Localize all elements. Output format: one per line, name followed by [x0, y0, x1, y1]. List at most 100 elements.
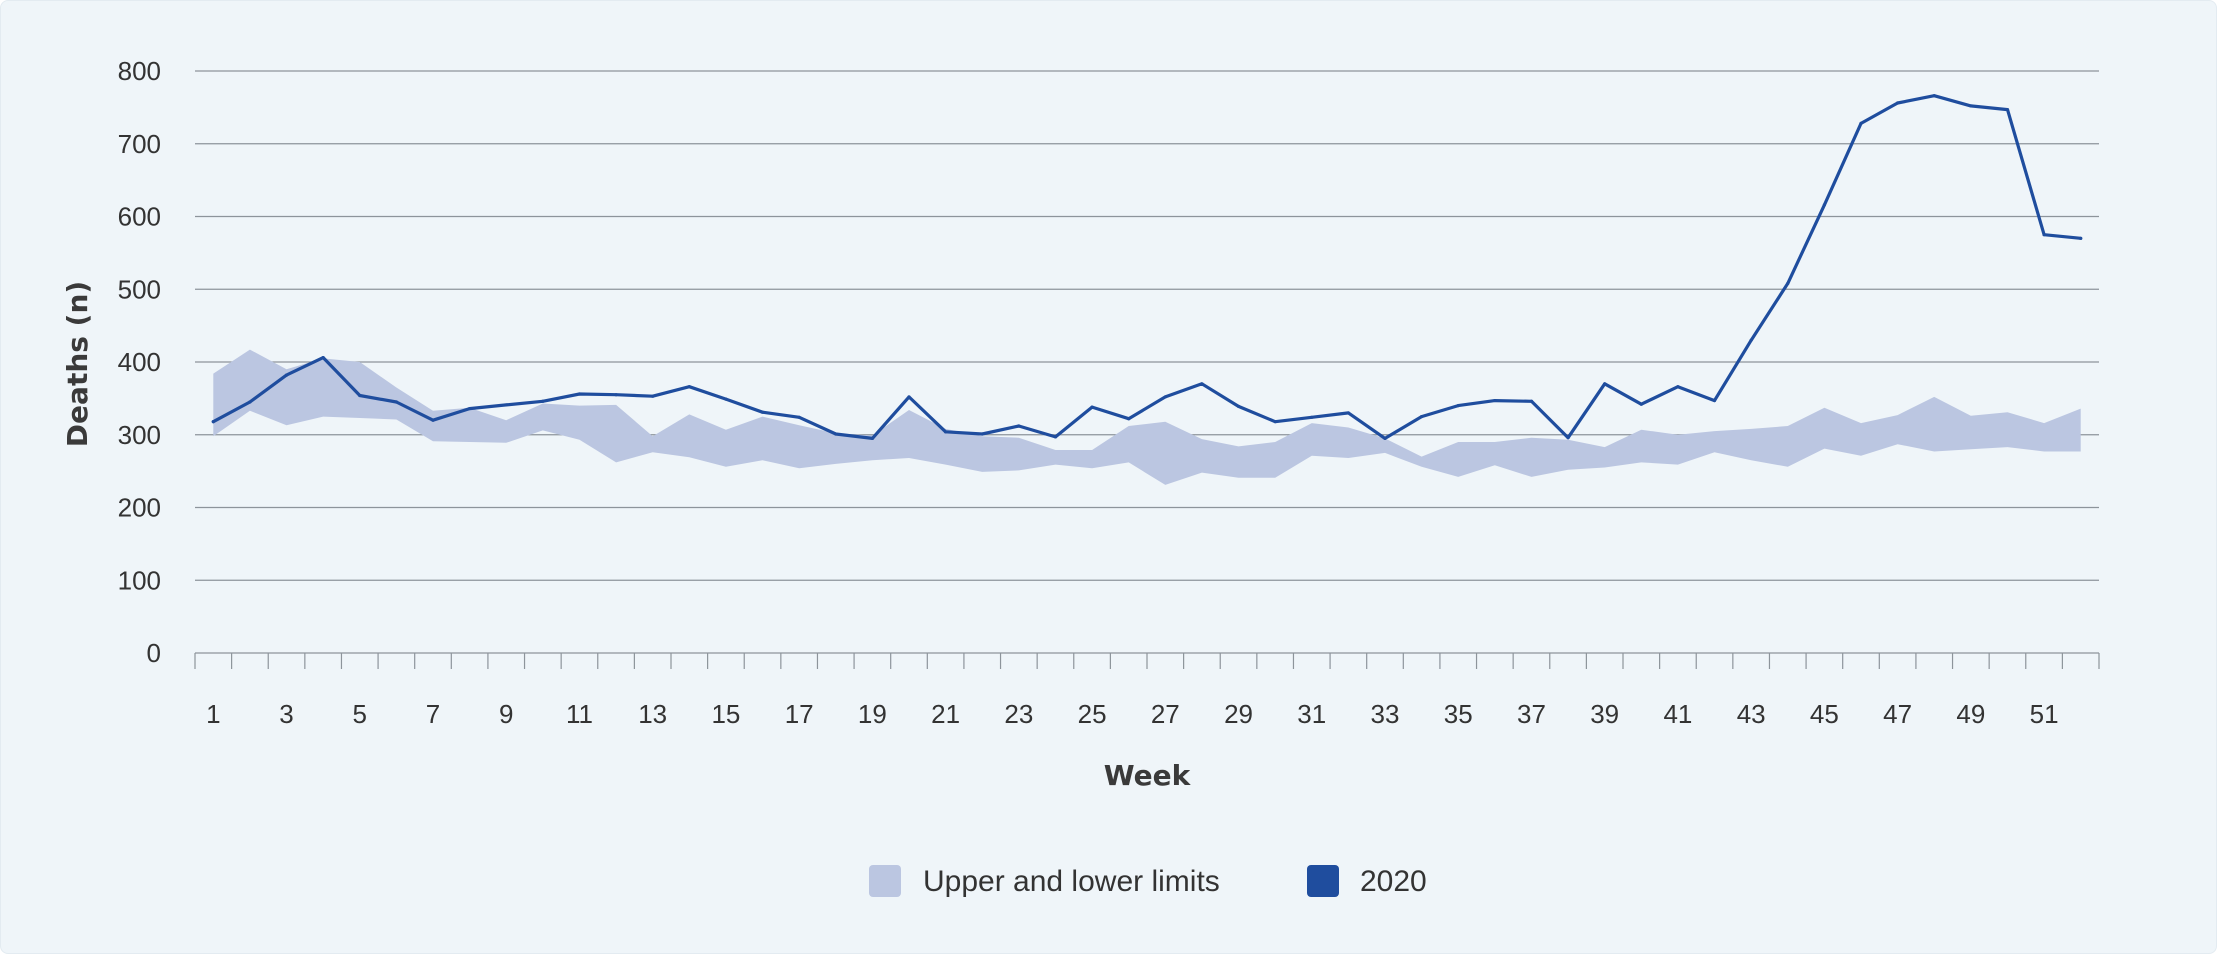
- point-2020-week-12: [614, 393, 618, 397]
- x-tick-label-9: 9: [499, 699, 513, 729]
- y-tick-label-500: 500: [118, 274, 161, 304]
- legend: Upper and lower limits 2020: [869, 865, 1427, 898]
- point-2020-week-45: [1822, 203, 1826, 207]
- x-tick-label-41: 41: [1663, 699, 1692, 729]
- point-2020-week-21: [944, 430, 948, 434]
- point-2020-week-10: [541, 399, 545, 403]
- legend-swatch-limits: [869, 865, 901, 897]
- x-tick-label-29: 29: [1224, 699, 1253, 729]
- point-2020-week-19: [870, 436, 874, 440]
- point-2020-week-51: [2042, 233, 2046, 237]
- point-2020-week-28: [1200, 382, 1204, 386]
- line-2020-layer: [211, 94, 2083, 440]
- x-tick-label-37: 37: [1517, 699, 1546, 729]
- legend-label-limits: Upper and lower limits: [923, 865, 1220, 898]
- point-2020-week-32: [1346, 411, 1350, 415]
- point-2020-week-4: [321, 356, 325, 360]
- point-2020-week-33: [1383, 436, 1387, 440]
- y-tick-label-100: 100: [118, 565, 161, 595]
- x-tick-label-33: 33: [1371, 699, 1400, 729]
- x-tick-label-3: 3: [279, 699, 293, 729]
- point-2020-week-3: [284, 373, 289, 377]
- point-2020-week-52: [2079, 236, 2083, 240]
- point-2020-week-49: [1969, 104, 1973, 108]
- y-axis-tick-labels: 0 100 200 300 400 500 600 700 800: [118, 56, 161, 668]
- point-2020-week-42: [1712, 398, 1717, 403]
- point-2020-week-35: [1456, 404, 1460, 408]
- point-2020-week-14: [687, 385, 691, 389]
- point-2020-week-24: [1053, 435, 1058, 439]
- y-tick-label-400: 400: [118, 347, 161, 377]
- point-2020-week-6: [394, 400, 398, 404]
- point-2020-week-25: [1090, 405, 1094, 409]
- legend-swatch-2020: [1307, 865, 1339, 897]
- point-2020-week-23: [1017, 424, 1021, 428]
- x-tick-label-19: 19: [858, 699, 887, 729]
- point-2020-week-31: [1310, 415, 1314, 419]
- y-tick-label-0: 0: [147, 638, 161, 668]
- point-2020-week-26: [1127, 417, 1131, 421]
- legend-label-2020: 2020: [1360, 865, 1427, 898]
- limits-band-layer: [213, 349, 2081, 485]
- point-2020-week-38: [1566, 436, 1570, 440]
- point-2020-week-18: [834, 432, 838, 436]
- point-2020-week-20: [907, 395, 911, 399]
- x-tick-label-25: 25: [1078, 699, 1107, 729]
- point-2020-week-5: [358, 393, 362, 398]
- point-2020-week-44: [1786, 281, 1790, 286]
- x-axis: [194, 652, 2100, 669]
- x-tick-label-27: 27: [1151, 699, 1180, 729]
- point-2020-week-48: [1932, 94, 1936, 98]
- x-tick-label-7: 7: [426, 699, 440, 729]
- y-tick-label-600: 600: [118, 202, 161, 232]
- y-tick-label-700: 700: [118, 129, 161, 159]
- x-tick-label-23: 23: [1004, 699, 1033, 729]
- y-tick-label-300: 300: [118, 420, 161, 450]
- point-2020-week-43: [1749, 338, 1753, 342]
- gridlines: [195, 70, 2099, 581]
- x-tick-label-1: 1: [206, 699, 220, 729]
- point-2020-week-27: [1163, 395, 1167, 399]
- x-tick-label-17: 17: [785, 699, 814, 729]
- x-tick-label-39: 39: [1590, 699, 1619, 729]
- point-2020-week-2: [248, 400, 252, 404]
- y-axis-title: Deaths (n): [61, 281, 94, 447]
- point-2020-week-8: [468, 406, 472, 411]
- point-2020-week-34: [1420, 414, 1424, 419]
- point-2020-week-29: [1236, 404, 1241, 408]
- point-2020-week-7: [431, 418, 435, 422]
- x-axis-tick-labels: 1 3 5 7 9 11 13 15 17 19 21 23 25 27 29 31 33 35 37 39 41 43 4…: [206, 699, 2058, 729]
- point-2020-week-13: [651, 394, 655, 398]
- series-line-2020: [211, 94, 2083, 440]
- point-2020-week-1: [211, 420, 215, 424]
- point-2020-week-47: [1896, 101, 1900, 105]
- point-2020-week-37: [1529, 399, 1534, 403]
- x-tick-label-43: 43: [1737, 699, 1766, 729]
- y-tick-label-800: 800: [118, 56, 161, 86]
- point-2020-week-50: [2005, 107, 2010, 112]
- point-2020-week-11: [577, 392, 582, 396]
- x-tick-label-15: 15: [711, 699, 740, 729]
- x-tick-label-47: 47: [1883, 699, 1912, 729]
- point-2020-week-40: [1639, 402, 1643, 406]
- point-2020-week-9: [504, 403, 508, 407]
- point-2020-week-46: [1859, 121, 1863, 125]
- point-2020-week-36: [1493, 398, 1497, 403]
- point-2020-week-22: [980, 432, 984, 436]
- x-tick-label-35: 35: [1444, 699, 1473, 729]
- point-2020-week-30: [1273, 420, 1277, 424]
- point-2020-week-15: [724, 397, 728, 401]
- x-tick-label-13: 13: [638, 699, 667, 729]
- x-tick-label-45: 45: [1810, 699, 1839, 729]
- x-tick-label-51: 51: [2030, 699, 2059, 729]
- point-2020-week-16: [760, 410, 765, 414]
- y-tick-label-200: 200: [118, 493, 161, 523]
- x-tick-label-49: 49: [1956, 699, 1985, 729]
- point-2020-week-39: [1603, 382, 1607, 386]
- x-tick-label-5: 5: [353, 699, 367, 729]
- x-tick-label-31: 31: [1297, 699, 1326, 729]
- x-axis-title: Week: [1104, 759, 1192, 792]
- band-upper-lower-limits: [213, 349, 2081, 485]
